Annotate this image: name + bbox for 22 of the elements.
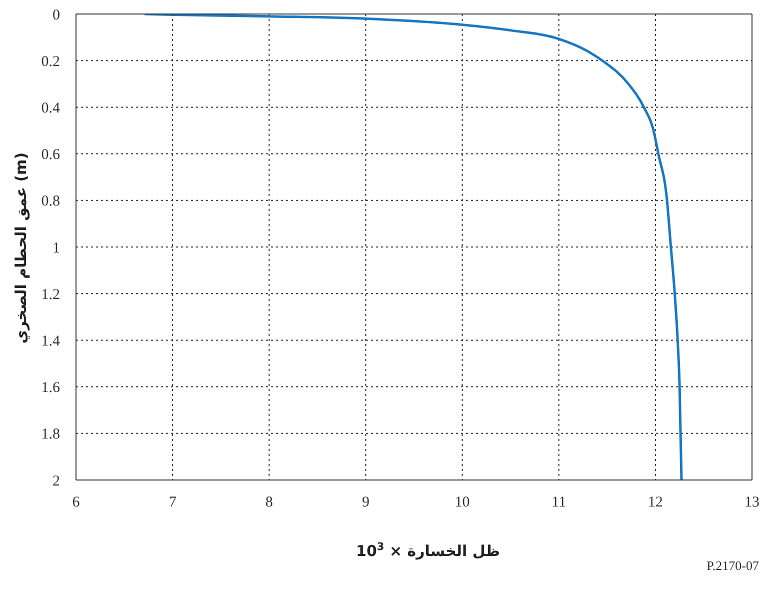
y-tick-label: 1: [52, 240, 60, 256]
x-tick-label: 11: [552, 494, 566, 511]
x-tick-label: 10: [454, 494, 470, 511]
y-tick-label: 0.6: [41, 147, 60, 164]
y-tick-label: 1.6: [41, 380, 60, 396]
y-tick-label: 1.8: [41, 426, 60, 443]
y-tick-label: 0.4: [41, 100, 60, 117]
y-tick-label: 0: [52, 7, 60, 24]
y-tick-label: 2: [52, 473, 60, 490]
x-tick-label: 9: [362, 494, 370, 511]
y-tick-label: 1.4: [41, 334, 60, 350]
y-tick-label: 1.2: [41, 286, 60, 303]
y-tick-label: 0.2: [41, 54, 60, 70]
x-tick-label: 13: [744, 494, 760, 511]
x-tick-label: 8: [265, 494, 273, 511]
x-tick-label: 12: [648, 494, 663, 511]
y-tick-label: 0.8: [41, 194, 60, 210]
y-axis-title: عمق الحطام الصخري (m): [12, 152, 30, 344]
x-tick-label: 6: [72, 494, 80, 511]
x-tick-label: 7: [168, 494, 177, 511]
text: P.2170-07: [706, 558, 759, 574]
line-series: [143, 14, 683, 480]
